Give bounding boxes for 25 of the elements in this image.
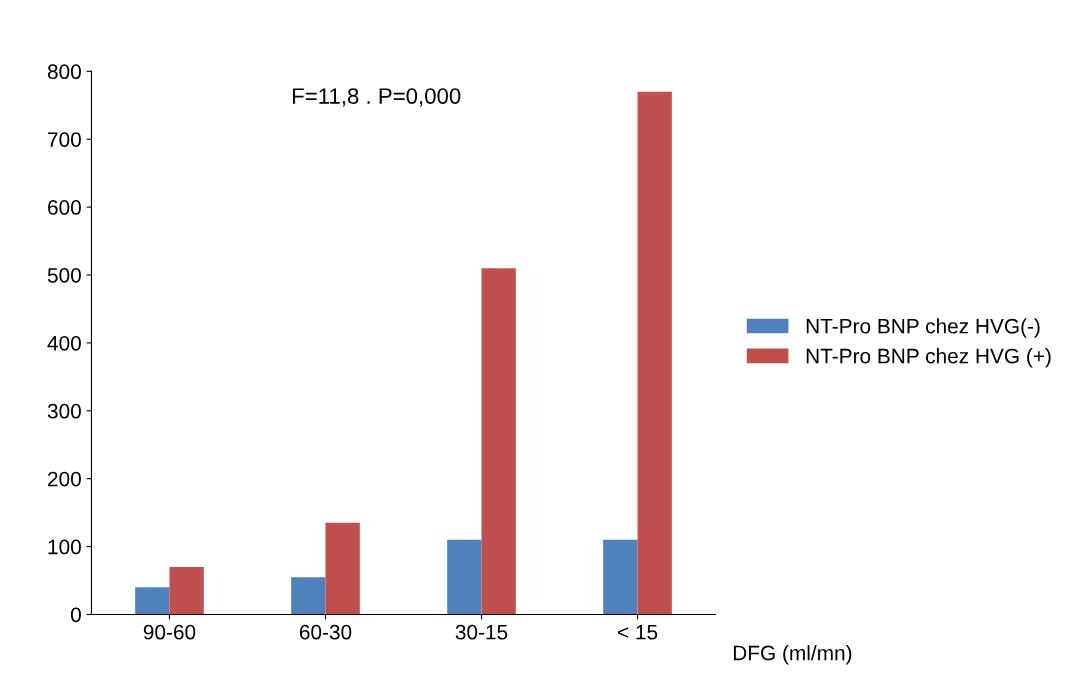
x-axis-title: DFG (ml/mn) <box>733 645 852 665</box>
bar <box>135 587 170 615</box>
y-tick-label: 400 <box>47 335 81 351</box>
bar <box>603 539 638 615</box>
x-tick-label: 60-30 <box>299 624 352 640</box>
bar <box>637 91 672 615</box>
x-tick-label: < 15 <box>618 624 658 640</box>
bar <box>291 577 326 615</box>
y-tick-label: 700 <box>48 132 81 147</box>
y-tick-label: 200 <box>48 471 81 487</box>
y-tick-label: 0 <box>70 607 81 623</box>
x-tick-label: 90-60 <box>143 624 196 640</box>
y-tick-label: 600 <box>48 200 81 215</box>
y-tick-label: 100 <box>48 539 81 555</box>
bar <box>325 522 360 615</box>
y-tick-label: 800 <box>47 64 81 80</box>
bar <box>481 268 516 615</box>
y-tick-label: 300 <box>47 403 81 419</box>
bar <box>169 566 204 615</box>
bar <box>447 539 482 615</box>
annotation: F=11,8 . P=0,000 <box>292 88 461 107</box>
y-tick-label: 500 <box>47 268 81 283</box>
legend-label: NT-Pro BNP chez HVG (+) <box>806 348 1051 368</box>
x-tick-label: 30-15 <box>455 624 508 640</box>
legend-label: NT-Pro BNP chez HVG(-) <box>806 318 1040 338</box>
